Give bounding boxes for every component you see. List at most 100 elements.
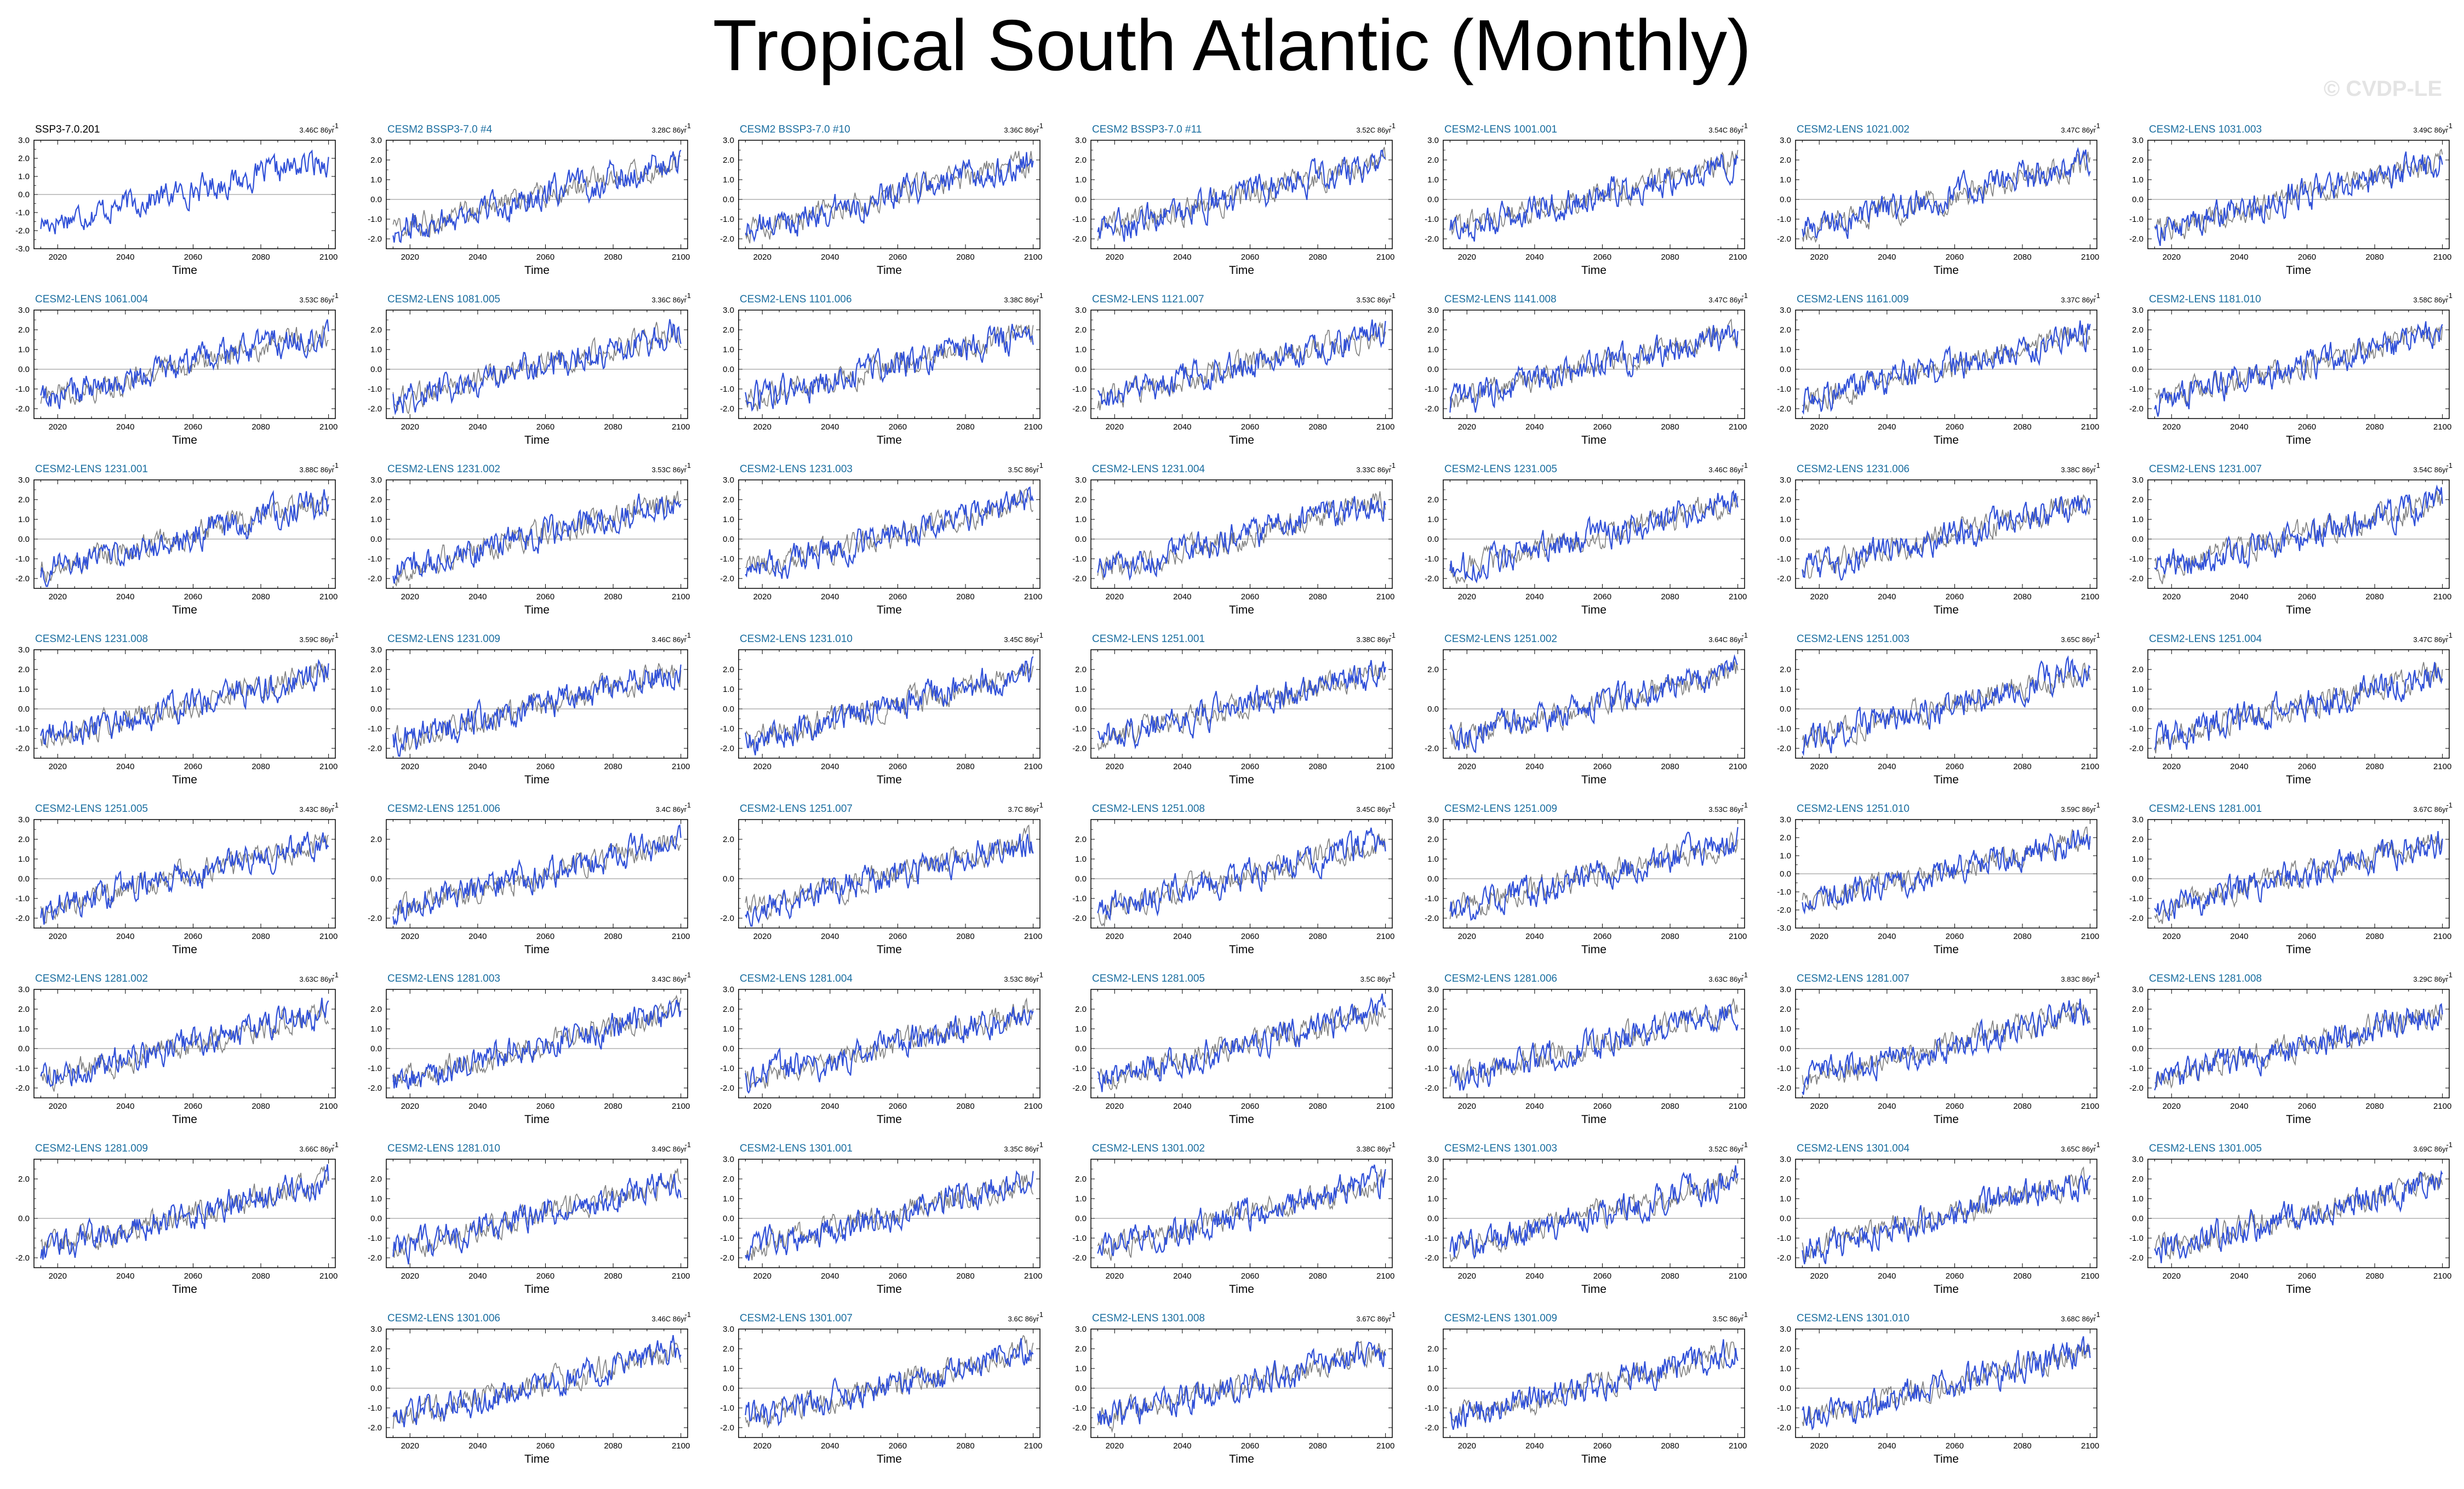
- trend-label: 3.54C 86yr: [1708, 126, 1743, 134]
- y-tick-label: -1.0: [1072, 1404, 1087, 1413]
- y-tick-label: 2.0: [1780, 495, 1791, 505]
- x-axis-label: Time: [1229, 264, 1254, 277]
- y-tick-label: 3.0: [18, 136, 30, 145]
- y-tick-label: 2.0: [370, 1005, 382, 1014]
- panel: 3.0 2.0 1.0 0.0 -1.0 -2.0 2020 2040 2060 2080 2100…: [368, 1310, 691, 1465]
- trend-label: 3.36C 86yr: [1004, 126, 1039, 134]
- panel: 3.0 2.0 1.0 0.0 -1.0 -2.0 2020 2040 2060 2080 2100…: [720, 1141, 1043, 1296]
- y-tick-label: -1.0: [368, 215, 382, 224]
- x-tick-label: 2060: [536, 932, 554, 941]
- x-tick-label: 2100: [672, 932, 690, 941]
- x-tick-label: 2080: [956, 762, 974, 771]
- x-tick-label: 2080: [956, 422, 974, 432]
- model-series-line: [1449, 1165, 1739, 1260]
- y-tick-label: 1.0: [1075, 1364, 1087, 1373]
- model-series-line: [745, 324, 1034, 412]
- y-tick-label: -2.0: [1777, 744, 1791, 753]
- y-tick-label: 0.0: [1780, 1044, 1791, 1053]
- model-series-line: [1097, 827, 1386, 921]
- model-series-line: [2154, 321, 2443, 417]
- y-tick-label: -1.0: [2129, 215, 2143, 224]
- y-tick-label: -2.0: [1425, 744, 1439, 753]
- y-tick-label: 1.0: [1427, 345, 1439, 354]
- trend-label: 3.33C 86yr: [1356, 466, 1391, 474]
- y-tick-label: 0.0: [1427, 195, 1439, 204]
- x-tick-label: 2020: [1458, 932, 1476, 941]
- plot-frame: [1795, 140, 2097, 249]
- y-tick-label: 1.0: [370, 175, 382, 185]
- model-series-line: [392, 319, 682, 416]
- y-tick-label: -2.0: [15, 914, 30, 923]
- x-tick-label: 2080: [956, 932, 974, 941]
- y-tick-label: 3.0: [370, 476, 382, 485]
- x-tick-label: 2020: [401, 592, 419, 602]
- y-tick-label: 1.0: [370, 1364, 382, 1373]
- y-tick-label: -1.0: [368, 1234, 382, 1243]
- panel-title: CESM2-LENS 1301.004: [1797, 1143, 1910, 1154]
- x-tick-label: 2100: [1729, 1102, 1747, 1111]
- x-tick-label: 2060: [2298, 253, 2316, 262]
- x-axis-label: Time: [1229, 1453, 1254, 1465]
- x-tick-label: 2100: [319, 253, 338, 262]
- y-tick-label: 0.0: [1075, 705, 1087, 714]
- trend-label: 3.5C 86yr: [1713, 1315, 1744, 1323]
- y-tick-label: 0.0: [723, 195, 734, 204]
- trend-label: 3.29C 86yr: [2413, 975, 2448, 983]
- panel: 3.0 2.0 1.0 0.0 -1.0 -2.0 2020 2040 2060 2080 2100…: [1777, 1141, 2100, 1296]
- x-tick-label: 2080: [956, 1102, 974, 1111]
- y-tick-label: 1.0: [1780, 1364, 1791, 1373]
- x-axis-label: Time: [1581, 943, 1607, 956]
- x-tick-label: 2040: [116, 592, 134, 602]
- y-tick-label: 2.0: [1075, 1344, 1087, 1354]
- y-tick-label: -1.0: [1072, 1064, 1087, 1073]
- y-tick-label: 3.0: [370, 645, 382, 655]
- trend-label: 3.47C 86yr: [1708, 296, 1743, 304]
- trend-superscript: -1: [1741, 971, 1748, 979]
- obs-series-line: [2154, 490, 2443, 585]
- panel: 2.0 1.0 0.0 -1.0 -2.0 2020 2040 2060 2080 2100 Tim…: [1072, 971, 1396, 1126]
- panel: 3.0 2.0 1.0 0.0 -1.0 -2.0 2020 2040 2060 2080 2100…: [2129, 461, 2452, 616]
- trend-label: 3.45C 86yr: [1356, 805, 1391, 814]
- y-tick-label: 0.0: [370, 1214, 382, 1223]
- x-axis-label: Time: [1934, 943, 1959, 956]
- panel-title: CESM2-LENS 1181.010: [2149, 294, 2261, 305]
- x-tick-label: 2080: [2365, 1272, 2383, 1281]
- panel-title: CESM2-LENS 1281.006: [1444, 973, 1557, 984]
- x-tick-label: 2040: [2230, 1102, 2248, 1111]
- y-tick-label: -2.0: [15, 574, 30, 583]
- panel: 2.0 1.0 0.0 -1.0 -2.0 2020 2040 2060 2080 2100 Tim…: [1425, 461, 1748, 616]
- panel: 3.0 2.0 1.0 0.0 -1.0 -2.0 2020 2040 2060 2080 2100…: [1425, 1141, 1748, 1296]
- panel: 3.0 2.0 1.0 0.0 -1.0 -2.0 2020 2040 2060 2080 2100…: [1425, 801, 1748, 956]
- panel: 3.0 2.0 1.0 0.0 -1.0 -2.0 2020 2040 2060 2080 2100…: [1777, 1310, 2100, 1465]
- y-tick-label: 0.0: [1780, 1214, 1791, 1223]
- trend-label: 3.53C 86yr: [1356, 296, 1391, 304]
- y-tick-label: 1.0: [1075, 685, 1087, 694]
- y-tick-label: -2.0: [2129, 234, 2143, 244]
- panel: 3.0 2.0 1.0 0.0 -1.0 -2.0 2020 2040 2060 2080 2100…: [720, 122, 1043, 277]
- x-tick-label: 2100: [319, 422, 338, 432]
- trend-label: 3.88C 86yr: [299, 466, 334, 474]
- x-tick-label: 2020: [753, 1272, 771, 1281]
- trend-label: 3.36C 86yr: [651, 296, 687, 304]
- x-tick-label: 2080: [251, 1272, 270, 1281]
- x-tick-label: 2080: [2013, 1441, 2031, 1451]
- y-tick-label: -1.0: [1072, 215, 1087, 224]
- x-tick-label: 2100: [319, 932, 338, 941]
- x-tick-label: 2040: [116, 1272, 134, 1281]
- x-tick-label: 2040: [116, 422, 134, 432]
- y-tick-label: 1.0: [2132, 1024, 2143, 1034]
- obs-series-line: [1449, 1169, 1739, 1262]
- x-tick-label: 2100: [1024, 592, 1042, 602]
- x-tick-label: 2020: [49, 1102, 67, 1111]
- y-tick-label: -2.0: [2129, 1084, 2143, 1093]
- x-tick-label: 2100: [1729, 592, 1747, 602]
- trend-superscript: -1: [684, 971, 691, 979]
- y-tick-label: 3.0: [1780, 136, 1791, 145]
- y-tick-label: 2.0: [1780, 1175, 1791, 1184]
- model-series-line: [1449, 827, 1739, 921]
- x-axis-label: Time: [524, 264, 550, 277]
- panel-title: CESM2-LENS 1251.009: [1444, 803, 1557, 815]
- x-tick-label: 2020: [2163, 1272, 2181, 1281]
- model-series-line: [1449, 654, 1738, 753]
- x-axis-label: Time: [172, 1113, 197, 1126]
